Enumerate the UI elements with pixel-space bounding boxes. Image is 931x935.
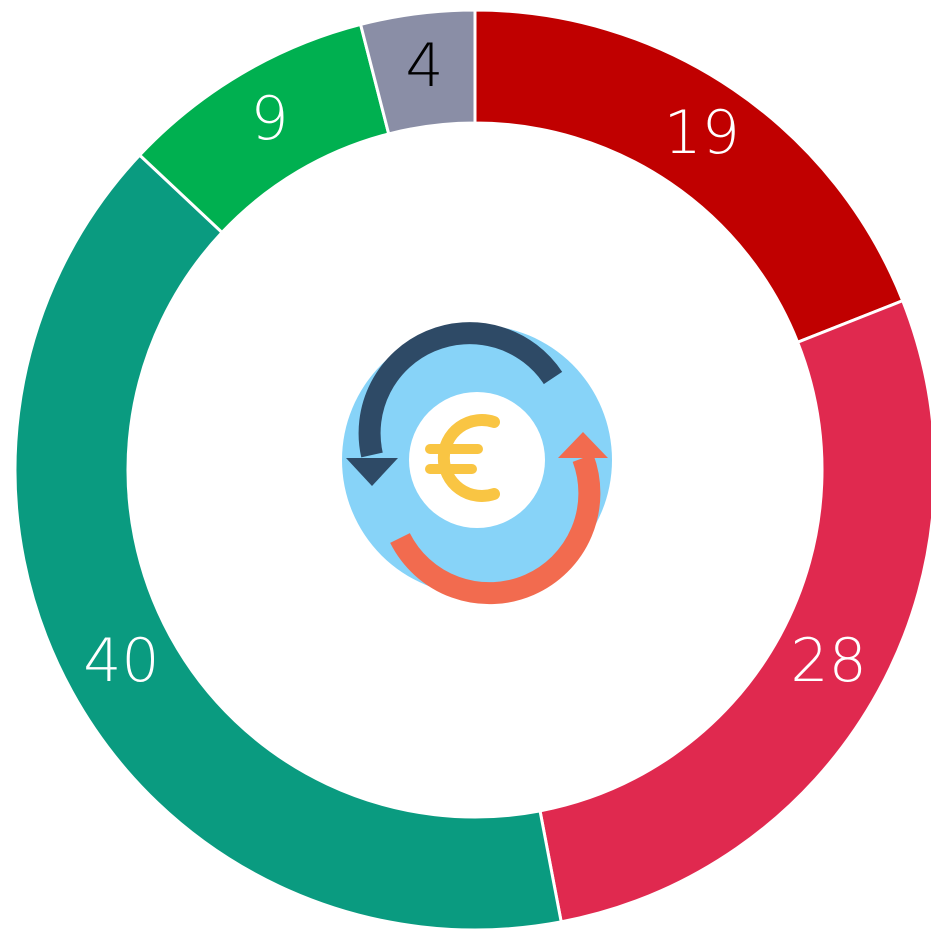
data-label: 19 <box>664 98 740 168</box>
icon-arrow-red <box>390 454 601 605</box>
donut-segment <box>358 8 477 136</box>
icon-euro <box>437 414 500 502</box>
donut-segment <box>473 8 905 345</box>
data-label: 4 <box>405 31 443 101</box>
icon-arrowhead-red <box>558 432 608 458</box>
donut-segment <box>538 298 931 924</box>
data-label: 9 <box>251 84 289 154</box>
donut: 19 28 40 9 4 <box>13 8 931 932</box>
donut-segment <box>13 152 563 932</box>
icon-arrowhead-dark <box>346 458 398 486</box>
icon-inner <box>409 392 545 528</box>
data-label: 28 <box>790 626 866 696</box>
center-icon <box>342 322 612 605</box>
icon-arrow-dark <box>358 322 563 458</box>
data-label: 40 <box>83 626 159 696</box>
